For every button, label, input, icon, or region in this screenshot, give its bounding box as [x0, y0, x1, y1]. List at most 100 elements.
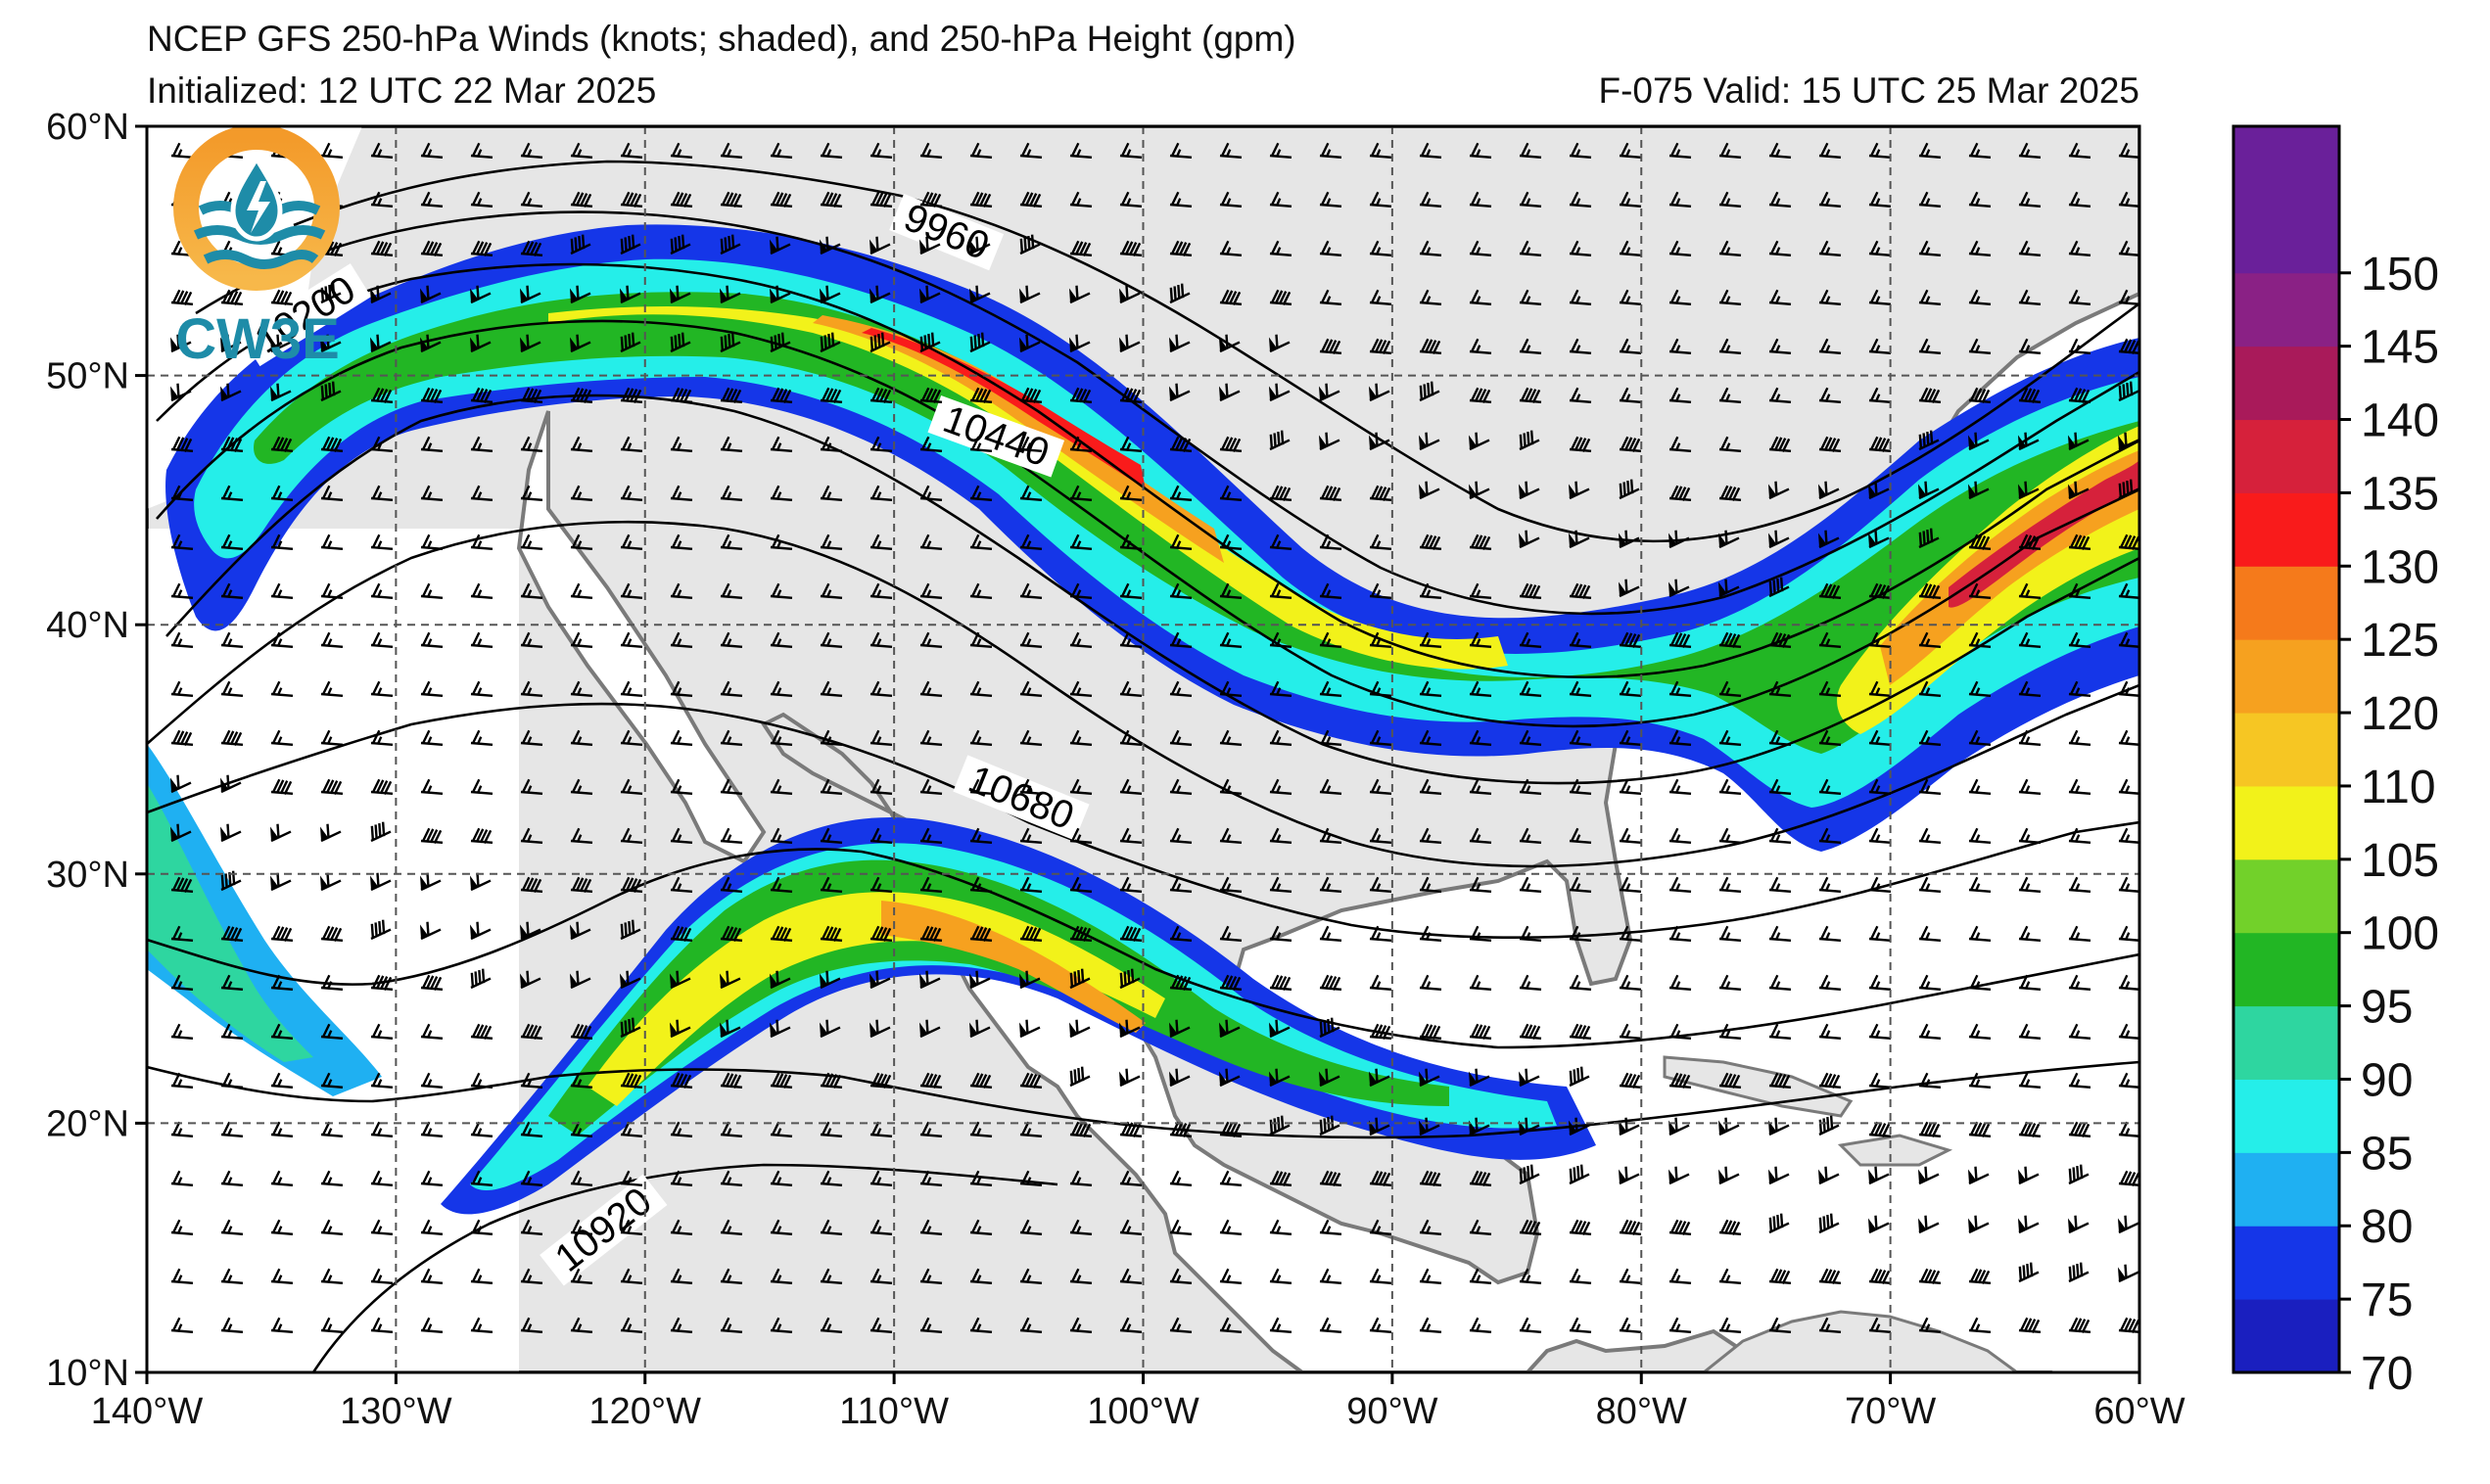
barb-feather — [421, 436, 431, 450]
barb-feather — [726, 285, 729, 301]
wind-barb — [170, 436, 194, 453]
wind-barb — [1069, 436, 1093, 453]
barb-feather — [1475, 785, 1481, 794]
barb-feather — [371, 142, 381, 157]
height-contours — [147, 160, 2139, 1372]
barb-staff — [2068, 349, 2091, 355]
pacific-jet-fragment — [147, 744, 382, 1096]
wind-barb — [1918, 925, 1942, 943]
barb-feather — [1420, 533, 1430, 548]
barb-feather — [276, 872, 280, 888]
barb-staff — [620, 447, 643, 453]
wind-barb — [270, 680, 294, 698]
lat-tick-label: 10°N — [46, 1353, 129, 1394]
barb-feather — [1620, 925, 1629, 940]
barb-staff — [1569, 301, 1592, 306]
barb-feather — [1819, 729, 1829, 744]
barb-feather — [1220, 289, 1230, 303]
wind-barb — [2118, 876, 2139, 894]
contour-10320 — [156, 319, 2139, 728]
barb-feather — [626, 442, 633, 451]
barb-staff — [470, 790, 493, 796]
barb-feather — [470, 972, 475, 988]
barb-feather — [1719, 191, 1729, 206]
barb-staff — [1469, 888, 1492, 894]
wind-barb — [320, 631, 344, 649]
barb-staff — [1868, 839, 1892, 845]
barb-feather — [1724, 736, 1731, 745]
barb-staff — [1069, 203, 1093, 209]
wind-barb — [1419, 582, 1442, 600]
wind-barb — [269, 334, 292, 353]
barb-feather — [1824, 394, 1831, 402]
barb-feather — [676, 638, 682, 647]
barb-staff — [820, 447, 843, 453]
wind-barb — [1119, 680, 1143, 698]
barb-feather — [775, 834, 782, 843]
barb-feather — [1620, 827, 1629, 842]
barb-staff — [1818, 643, 1842, 649]
barb-feather — [426, 785, 433, 794]
barb-feather — [1232, 291, 1242, 305]
barb-feather — [171, 925, 181, 940]
barb-staff — [1219, 154, 1243, 160]
wind-barb — [570, 485, 593, 502]
barb-feather — [471, 240, 481, 255]
barb-staff — [720, 496, 743, 502]
barb-feather — [825, 540, 832, 549]
barb-feather — [620, 336, 625, 351]
wind-barb — [1269, 876, 1292, 894]
barb-feather — [625, 388, 634, 402]
barb-feather — [1724, 883, 1731, 892]
barb-feather — [1570, 778, 1579, 793]
barb-feather — [1969, 191, 1979, 206]
barb-feather — [525, 388, 535, 402]
barb-feather — [1929, 528, 1934, 543]
barb-feather — [1174, 437, 1184, 451]
wind-barb — [969, 631, 993, 649]
wind-barb — [2018, 240, 2042, 257]
barb-feather — [1470, 191, 1480, 206]
barb-feather — [631, 919, 635, 935]
barb-feather — [326, 981, 333, 990]
barb-staff — [1219, 692, 1243, 698]
barb-staff — [1069, 839, 1093, 845]
barb-feather — [1719, 631, 1729, 646]
barb-feather — [721, 827, 730, 842]
wind-barb — [1019, 234, 1041, 255]
barb-flag — [469, 924, 479, 939]
barb-feather — [1724, 687, 1731, 696]
barb-staff — [969, 692, 993, 698]
wind-barb — [2018, 680, 2042, 698]
barb-feather — [533, 242, 542, 256]
barb-feather — [1824, 481, 1828, 496]
barb-feather — [825, 149, 832, 158]
barb-feather — [1570, 582, 1579, 597]
wind-barb — [1219, 925, 1243, 943]
barb-feather — [2019, 338, 2029, 352]
barb-feather — [1475, 247, 1481, 255]
barb-feather — [1375, 589, 1382, 598]
wind-barb — [1918, 528, 1940, 549]
barb-staff — [620, 741, 643, 747]
barb-feather — [1478, 389, 1487, 403]
wind-barb — [1519, 338, 1542, 355]
wind-barb — [520, 827, 543, 845]
wind-barb — [2018, 387, 2042, 404]
barb-feather — [1924, 932, 1931, 941]
barb-feather — [433, 829, 443, 844]
barb-staff — [220, 545, 244, 551]
barb-feather — [1325, 383, 1329, 398]
wind-barb — [420, 729, 444, 747]
barb-feather — [1424, 534, 1433, 549]
barb-staff — [1968, 692, 1992, 698]
barb-feather — [1969, 387, 1979, 401]
barb-feather — [1570, 191, 1579, 206]
barb-feather — [1774, 785, 1781, 794]
barb-feather — [571, 582, 581, 597]
wind-barb — [470, 191, 493, 209]
colorbar-segment — [2233, 1299, 2339, 1373]
wind-barb — [670, 436, 693, 453]
barb-staff — [2068, 937, 2091, 943]
wind-barb — [1868, 338, 1892, 355]
